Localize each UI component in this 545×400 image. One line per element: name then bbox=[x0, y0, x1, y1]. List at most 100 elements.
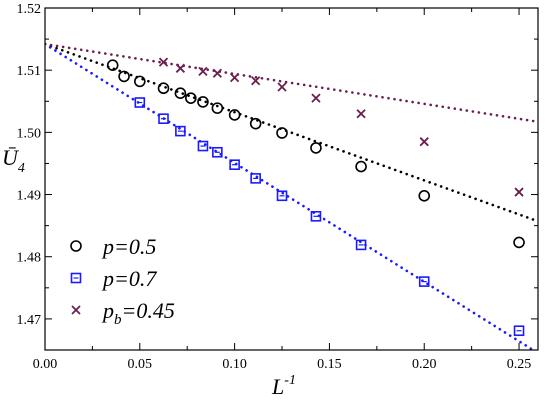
marker-x-stroke bbox=[175, 63, 186, 73]
marker-square bbox=[229, 159, 240, 170]
legend-marker-circle bbox=[70, 240, 82, 252]
data-point bbox=[419, 137, 429, 147]
data-point bbox=[276, 190, 288, 202]
data-point bbox=[514, 187, 524, 197]
data-point bbox=[174, 87, 187, 99]
marker-square bbox=[276, 190, 288, 202]
axes bbox=[44, 7, 539, 351]
legend-label-p05: p=0.5 bbox=[101, 234, 156, 259]
data-point bbox=[158, 113, 169, 124]
y-tick-label: 1.48 bbox=[17, 251, 42, 266]
data-point bbox=[198, 66, 208, 77]
x-tick-label: 0.25 bbox=[507, 357, 532, 372]
data-point bbox=[229, 159, 240, 170]
data-point bbox=[250, 173, 261, 184]
data-point bbox=[310, 142, 322, 154]
x-tick-label: 0.00 bbox=[33, 357, 58, 372]
fit-lines bbox=[45, 42, 538, 350]
marker-x-stroke bbox=[356, 109, 366, 119]
legend-marker-x bbox=[71, 305, 81, 315]
y-tick-label: 1.52 bbox=[17, 2, 42, 17]
legend-entry-p05: p=0.5 bbox=[70, 234, 156, 259]
series-2-points bbox=[158, 57, 524, 197]
y-tick-label: 1.50 bbox=[17, 126, 42, 141]
marker-x-stroke bbox=[71, 305, 81, 315]
x-tick-label: 0.20 bbox=[412, 357, 437, 372]
marker-x-stroke bbox=[158, 57, 169, 67]
legend-marker-shape bbox=[70, 272, 82, 284]
data-point bbox=[134, 97, 146, 108]
data-point bbox=[212, 68, 222, 78]
data-point bbox=[276, 127, 288, 139]
y-tick-label: 1.49 bbox=[17, 189, 42, 204]
data-point bbox=[118, 70, 130, 83]
legend: p=0.5 p=0.7 pb=0.45 bbox=[70, 234, 175, 328]
ticks: 0.00 0.05 0.10 0.15 0.20 0.25 1.47 1.48 1.49 1.50… bbox=[17, 2, 538, 372]
legend-marker-shape bbox=[70, 240, 82, 252]
marker-x-stroke bbox=[229, 73, 240, 83]
x-tick-label: 0.15 bbox=[317, 357, 342, 372]
marker-square bbox=[355, 239, 367, 251]
data-point bbox=[355, 160, 367, 173]
y-axis-label: Ū4 bbox=[2, 145, 25, 176]
marker-square bbox=[250, 173, 261, 184]
fit-line-series-2 bbox=[45, 42, 538, 124]
marker-x-stroke bbox=[419, 137, 429, 147]
legend-entry-p07: p=0.7 bbox=[70, 266, 157, 291]
plot-frame bbox=[44, 7, 539, 351]
data-point bbox=[355, 239, 367, 251]
marker-x-stroke bbox=[311, 93, 321, 103]
marker-square bbox=[310, 211, 322, 222]
data-point bbox=[513, 236, 525, 249]
marker-x-stroke bbox=[198, 66, 208, 77]
data-point bbox=[157, 82, 170, 95]
marker-square bbox=[175, 125, 186, 137]
x-tick-label: 0.10 bbox=[222, 357, 247, 372]
series-1-points bbox=[134, 97, 525, 337]
marker-square bbox=[212, 146, 223, 158]
marker-x-stroke bbox=[277, 82, 287, 92]
data-point bbox=[175, 63, 186, 73]
x-axis-label: L-1 bbox=[271, 373, 296, 399]
legend-marker-shape bbox=[71, 305, 81, 315]
legend-marker-square bbox=[70, 272, 82, 284]
data-point bbox=[175, 125, 186, 137]
data-point bbox=[249, 117, 262, 130]
data-point bbox=[418, 276, 430, 287]
data-point bbox=[134, 75, 146, 88]
marker-square bbox=[134, 97, 146, 108]
marker-square bbox=[70, 272, 82, 284]
data-point bbox=[212, 146, 223, 158]
data-point bbox=[185, 92, 197, 104]
data-point bbox=[251, 76, 261, 86]
marker-x-stroke bbox=[251, 76, 261, 86]
marker-square bbox=[418, 276, 430, 287]
data-point bbox=[229, 73, 240, 83]
data-point bbox=[228, 109, 241, 121]
x-tick-label: 0.05 bbox=[128, 357, 153, 372]
data-point bbox=[356, 109, 366, 119]
y-tick-label: 1.51 bbox=[17, 64, 42, 79]
legend-entry-pb045: pb=0.45 bbox=[71, 298, 175, 328]
y-tick-label: 1.47 bbox=[17, 313, 42, 328]
legend-label-pb045: pb=0.45 bbox=[101, 298, 175, 328]
marker-x-stroke bbox=[514, 187, 524, 197]
data-point bbox=[158, 57, 169, 67]
data-point bbox=[211, 102, 224, 114]
data-point bbox=[513, 325, 525, 337]
data-point bbox=[310, 211, 322, 222]
marker-x-stroke bbox=[212, 68, 222, 78]
fit-line-series-1 bbox=[45, 42, 536, 350]
data-points bbox=[106, 57, 525, 337]
data-point bbox=[197, 96, 209, 108]
data-point bbox=[311, 93, 321, 103]
data-point bbox=[197, 140, 209, 152]
legend-label-p07: p=0.7 bbox=[101, 266, 157, 291]
marker-square bbox=[158, 113, 169, 124]
fit-line-series-0 bbox=[45, 42, 538, 223]
data-point bbox=[277, 82, 287, 92]
series-0-points bbox=[106, 59, 525, 249]
marker-square bbox=[197, 140, 209, 152]
data-point bbox=[418, 189, 431, 202]
